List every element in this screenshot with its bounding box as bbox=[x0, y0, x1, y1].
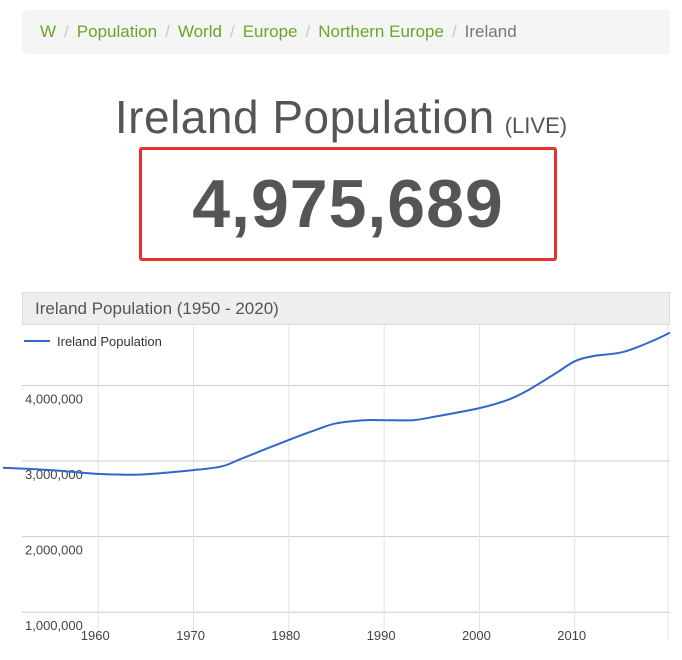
breadcrumb-world-link[interactable]: World bbox=[177, 22, 222, 41]
live-counter-box: 4,975,689 bbox=[139, 147, 557, 261]
breadcrumb-separator: / bbox=[165, 22, 170, 41]
breadcrumb-separator: / bbox=[451, 22, 457, 41]
x-tick-label: 1970 bbox=[176, 628, 205, 643]
breadcrumb-population-link[interactable]: Population bbox=[76, 22, 158, 41]
breadcrumb-northern-europe-link[interactable]: Northern Europe bbox=[318, 22, 444, 41]
page-title-wrap: Ireland Population (LIVE) bbox=[0, 90, 682, 144]
live-population-counter: 4,975,689 bbox=[192, 166, 504, 242]
breadcrumb-current: Ireland bbox=[464, 22, 517, 41]
breadcrumb-home-link[interactable]: W bbox=[40, 22, 57, 41]
x-tick-label: 2010 bbox=[557, 628, 586, 643]
x-tick-label: 1980 bbox=[271, 628, 300, 643]
breadcrumb-separator: / bbox=[305, 22, 311, 41]
x-tick-label: 1960 bbox=[81, 628, 110, 643]
x-tick-label: 1990 bbox=[367, 628, 396, 643]
chart-header-title: Ireland Population (1950 - 2020) bbox=[35, 298, 279, 318]
y-tick-label: 4,000,000 bbox=[25, 391, 83, 406]
live-label: (LIVE) bbox=[504, 113, 568, 138]
breadcrumb-separator: / bbox=[229, 22, 235, 41]
legend-label: Ireland Population bbox=[57, 334, 162, 349]
breadcrumb-separator: / bbox=[64, 22, 69, 41]
population-line-chart[interactable]: 1,000,0002,000,0003,000,0004,000,0001960… bbox=[0, 325, 682, 660]
page-title: Ireland Population bbox=[114, 91, 495, 143]
y-tick-label: 1,000,000 bbox=[25, 618, 83, 633]
breadcrumb-europe-link[interactable]: Europe bbox=[242, 22, 298, 41]
breadcrumb: W / Population / World / Europe / Northe… bbox=[22, 10, 670, 54]
chart-header: Ireland Population (1950 - 2020) bbox=[22, 292, 670, 325]
series-line-ireland-population bbox=[2, 331, 671, 476]
x-tick-label: 2000 bbox=[462, 628, 491, 643]
y-tick-label: 2,000,000 bbox=[25, 543, 83, 558]
